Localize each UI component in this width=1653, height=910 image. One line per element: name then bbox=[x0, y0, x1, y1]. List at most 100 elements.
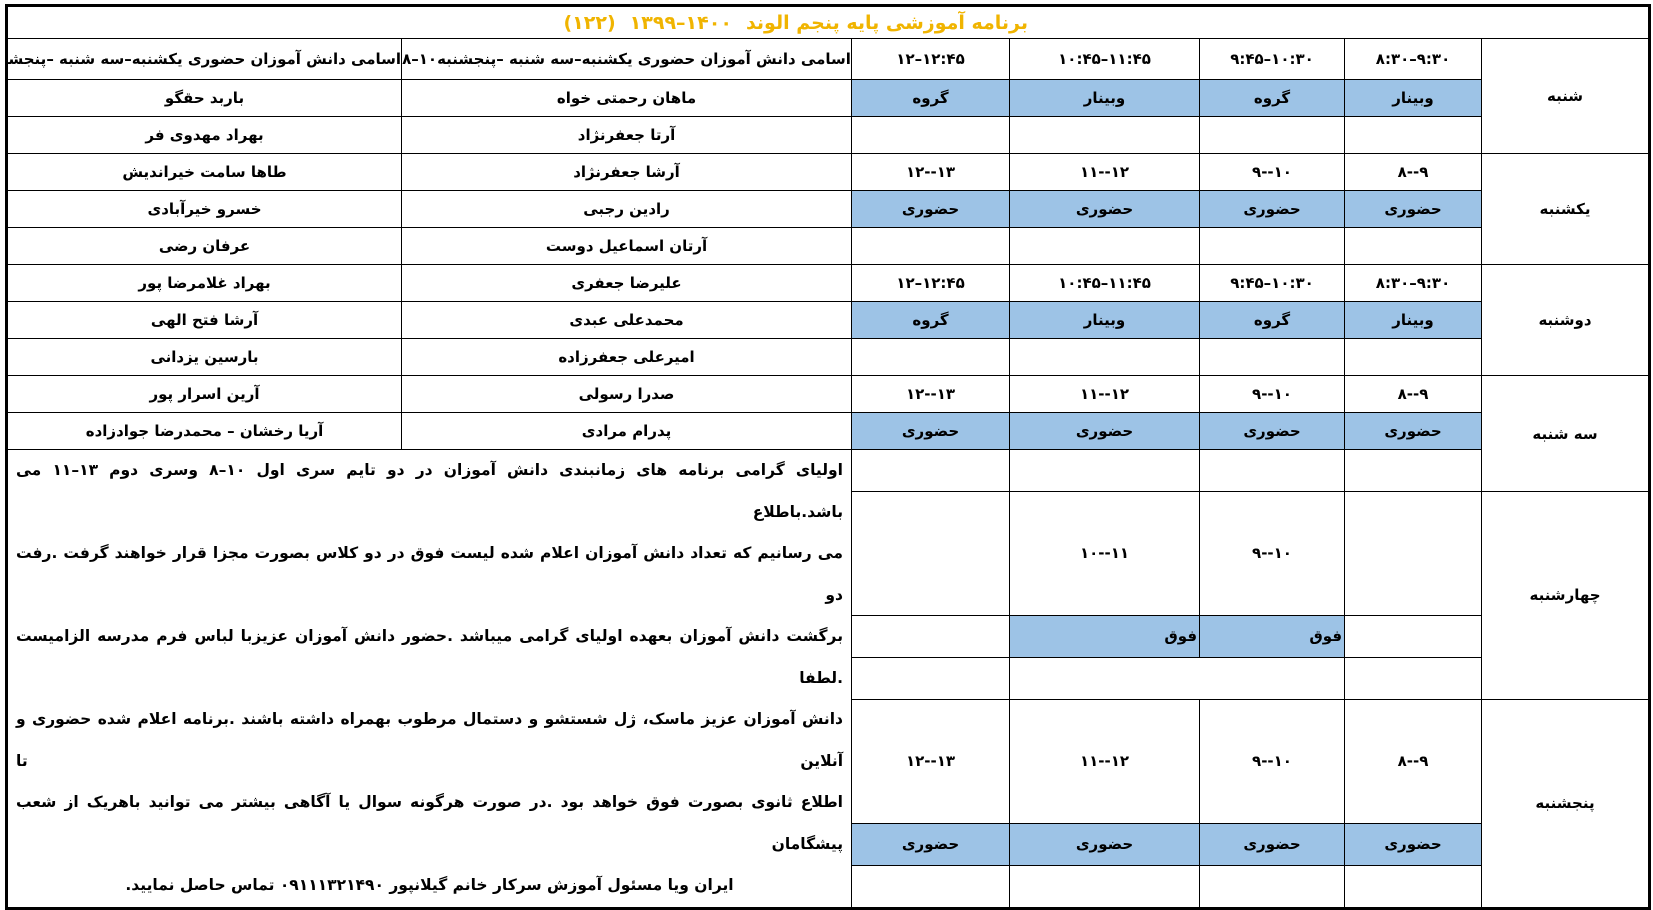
notice-line: اطلاع ثانوی بصورت فوق خواهد بود .در صورت… bbox=[16, 793, 844, 853]
schedule-cell: ۱۰--۱۱ bbox=[1009, 491, 1201, 616]
time-slot-header: ۹:۴۵–۱۰:۳۰ bbox=[1199, 38, 1346, 80]
schedule-cell-highlight: حضوری bbox=[851, 412, 1011, 450]
schedule-cell bbox=[1344, 116, 1483, 154]
schedule-cell bbox=[1199, 116, 1346, 154]
student-name: آرتا جعفرنژاد bbox=[401, 116, 853, 154]
notice-line: ایران ویا مسئول آموزش سرکار خانم گیلانپو… bbox=[125, 876, 734, 894]
schedule-cell bbox=[1344, 449, 1483, 492]
schedule-cell: ۱۰:۴۵–۱۱:۴۵ bbox=[1009, 264, 1201, 302]
time-slot-header: ۱۲–۱۲:۴۵ bbox=[851, 38, 1011, 80]
schedule-cell-highlight: حضوری bbox=[1009, 822, 1201, 866]
schedule-cell bbox=[1009, 116, 1201, 154]
schedule-cell-highlight: حضوری bbox=[1199, 412, 1346, 450]
day-cell: یکشنبه bbox=[1481, 153, 1651, 265]
student-name: عرفان رضی bbox=[5, 227, 403, 265]
schedule-cell bbox=[1344, 656, 1483, 700]
day-cell: سه شنبه bbox=[1481, 375, 1651, 492]
schedule-cell bbox=[1344, 864, 1483, 909]
schedule-cell: ۸:۳۰–۹:۳۰ bbox=[1344, 264, 1483, 302]
schedule-cell-highlight: حضوری bbox=[1344, 190, 1483, 228]
schedule-cell bbox=[851, 338, 1011, 376]
student-name: آرتان اسماعیل دوست bbox=[401, 227, 853, 265]
schedule-cell-highlight: حضوری bbox=[1344, 822, 1483, 866]
schedule-cell: ۱۱--۱۲ bbox=[1009, 698, 1201, 824]
schedule-cell bbox=[851, 864, 1011, 909]
schedule-cell bbox=[1009, 449, 1201, 492]
schedule-cell-highlight: گروه bbox=[1199, 301, 1346, 339]
schedule-cell: ۹--۱۰ bbox=[1199, 698, 1346, 824]
notice-line: اولیای گرامی برنامه های زمانبندی دانش آم… bbox=[16, 461, 844, 521]
schedule-cell: ۱۲--۱۳ bbox=[851, 698, 1011, 824]
student-name: علیرضا جعفری bbox=[401, 264, 853, 302]
schedule-cell-highlight: حضوری bbox=[1009, 412, 1201, 450]
schedule-cell bbox=[851, 614, 1011, 658]
schedule-cell-highlight: گروه bbox=[1199, 79, 1346, 117]
schedule-cell bbox=[1344, 227, 1483, 265]
schedule-cell bbox=[1344, 491, 1483, 616]
student-name: آرشا فتح الهی bbox=[5, 301, 403, 339]
schedule-cell: ۹--۱۰ bbox=[1199, 153, 1346, 191]
student-name: بارسین یزدانی bbox=[5, 338, 403, 376]
page-title: برنامه آموزشی پایه پنجم الوند ۱۳۹۹–۱۴۰۰ (۱… bbox=[5, 5, 1651, 39]
student-name: طاها سامت خیراندیش bbox=[5, 153, 403, 191]
schedule-cell-highlight: وبینار bbox=[1344, 79, 1483, 117]
notice-line: دانش آموزان عزیز ماسک، ژل شستشو و دستمال… bbox=[16, 710, 844, 770]
schedule-cell-highlight: حضوری bbox=[851, 822, 1011, 866]
time-slot-header: ۱۰:۴۵–۱۱:۴۵ bbox=[1009, 38, 1201, 80]
schedule-cell-highlight: حضوری bbox=[1344, 412, 1483, 450]
schedule-cell-highlight: فوق bbox=[1199, 614, 1346, 658]
title-text: برنامه آموزشی پایه پنجم الوند bbox=[745, 11, 1029, 34]
student-name: پدرام مرادی bbox=[401, 412, 853, 450]
student-name: بهراد مهدوی فر bbox=[5, 116, 403, 154]
student-name: آرین اسرار پور bbox=[5, 375, 403, 413]
schedule-cell-highlight: حضوری bbox=[1009, 190, 1201, 228]
schedule-cell: ۱۲--۱۳ bbox=[851, 153, 1011, 191]
schedule-cell bbox=[851, 656, 1011, 700]
schedule-cell: ۱۲--۱۳ bbox=[851, 375, 1011, 413]
notice-line: می رسانیم که تعداد دانش آموزان اعلام شده… bbox=[16, 544, 844, 604]
schedule-cell bbox=[1199, 449, 1346, 492]
schedule-cell bbox=[1009, 864, 1201, 909]
schedule-cell-highlight: فوق bbox=[1009, 614, 1201, 658]
student-name: امیرعلی جعفرزاده bbox=[401, 338, 853, 376]
schedule-cell: ۹--۱۰ bbox=[1199, 375, 1346, 413]
schedule-cell bbox=[851, 227, 1011, 265]
title-code: (۱۲۲) bbox=[563, 11, 616, 34]
schedule-cell bbox=[851, 449, 1011, 492]
schedule-cell-highlight: حضوری bbox=[1199, 190, 1346, 228]
schedule-cell bbox=[1344, 614, 1483, 658]
schedule-cell bbox=[1199, 864, 1346, 909]
schedule-cell: ۱۲–۱۲:۴۵ bbox=[851, 264, 1011, 302]
schedule-cell bbox=[1009, 656, 1346, 700]
day-cell: شنبه bbox=[1481, 38, 1651, 154]
student-name: ماهان رحمتی خواه bbox=[401, 79, 853, 117]
schedule-cell: ۹--۱۰ bbox=[1199, 491, 1346, 616]
student-name: صدرا رسولی bbox=[401, 375, 853, 413]
notice-line: برگشت دانش آموزان بعهده اولیای گرامی میب… bbox=[16, 627, 844, 687]
schedule-cell bbox=[851, 491, 1011, 616]
schedule-table: برنامه آموزشی پایه پنجم الوند ۱۳۹۹–۱۴۰۰ (۱… bbox=[5, 4, 1652, 910]
student-name: محمدعلی عبدی bbox=[401, 301, 853, 339]
student-name: رادین رجبی bbox=[401, 190, 853, 228]
day-cell: پنجشنبه bbox=[1481, 698, 1651, 909]
schedule-cell bbox=[1009, 338, 1201, 376]
schedule-cell: ۸--۹ bbox=[1344, 698, 1483, 824]
schedule-cell: ۱۱--۱۲ bbox=[1009, 153, 1201, 191]
schedule-cell bbox=[1199, 338, 1346, 376]
names-header: اسامی دانش آموزان حضوری یکشنبه–سه شنبه –… bbox=[5, 38, 403, 80]
student-name: آریا رخشان – محمدرضا جوادزاده bbox=[5, 412, 403, 450]
student-name: باربد حقگو bbox=[5, 79, 403, 117]
schedule-cell bbox=[1199, 227, 1346, 265]
schedule-cell-highlight: حضوری bbox=[1199, 822, 1346, 866]
schedule-cell-highlight: وبینار bbox=[1009, 79, 1201, 117]
day-cell: چهارشنبه bbox=[1481, 491, 1651, 700]
schedule-cell-highlight: حضوری bbox=[851, 190, 1011, 228]
schedule-cell bbox=[1009, 227, 1201, 265]
schedule-cell bbox=[1344, 338, 1483, 376]
names-header: اسامی دانش آموزان حضوری یکشنبه–سه شنبه –… bbox=[401, 38, 853, 80]
parent-notice: اولیای گرامی برنامه های زمانبندی دانش آم… bbox=[5, 449, 853, 909]
student-name: بهراد غلامرضا پور bbox=[5, 264, 403, 302]
day-cell: دوشنبه bbox=[1481, 264, 1651, 376]
schedule-cell: ۹:۴۵–۱۰:۳۰ bbox=[1199, 264, 1346, 302]
title-years: ۱۳۹۹–۱۴۰۰ bbox=[629, 11, 732, 34]
